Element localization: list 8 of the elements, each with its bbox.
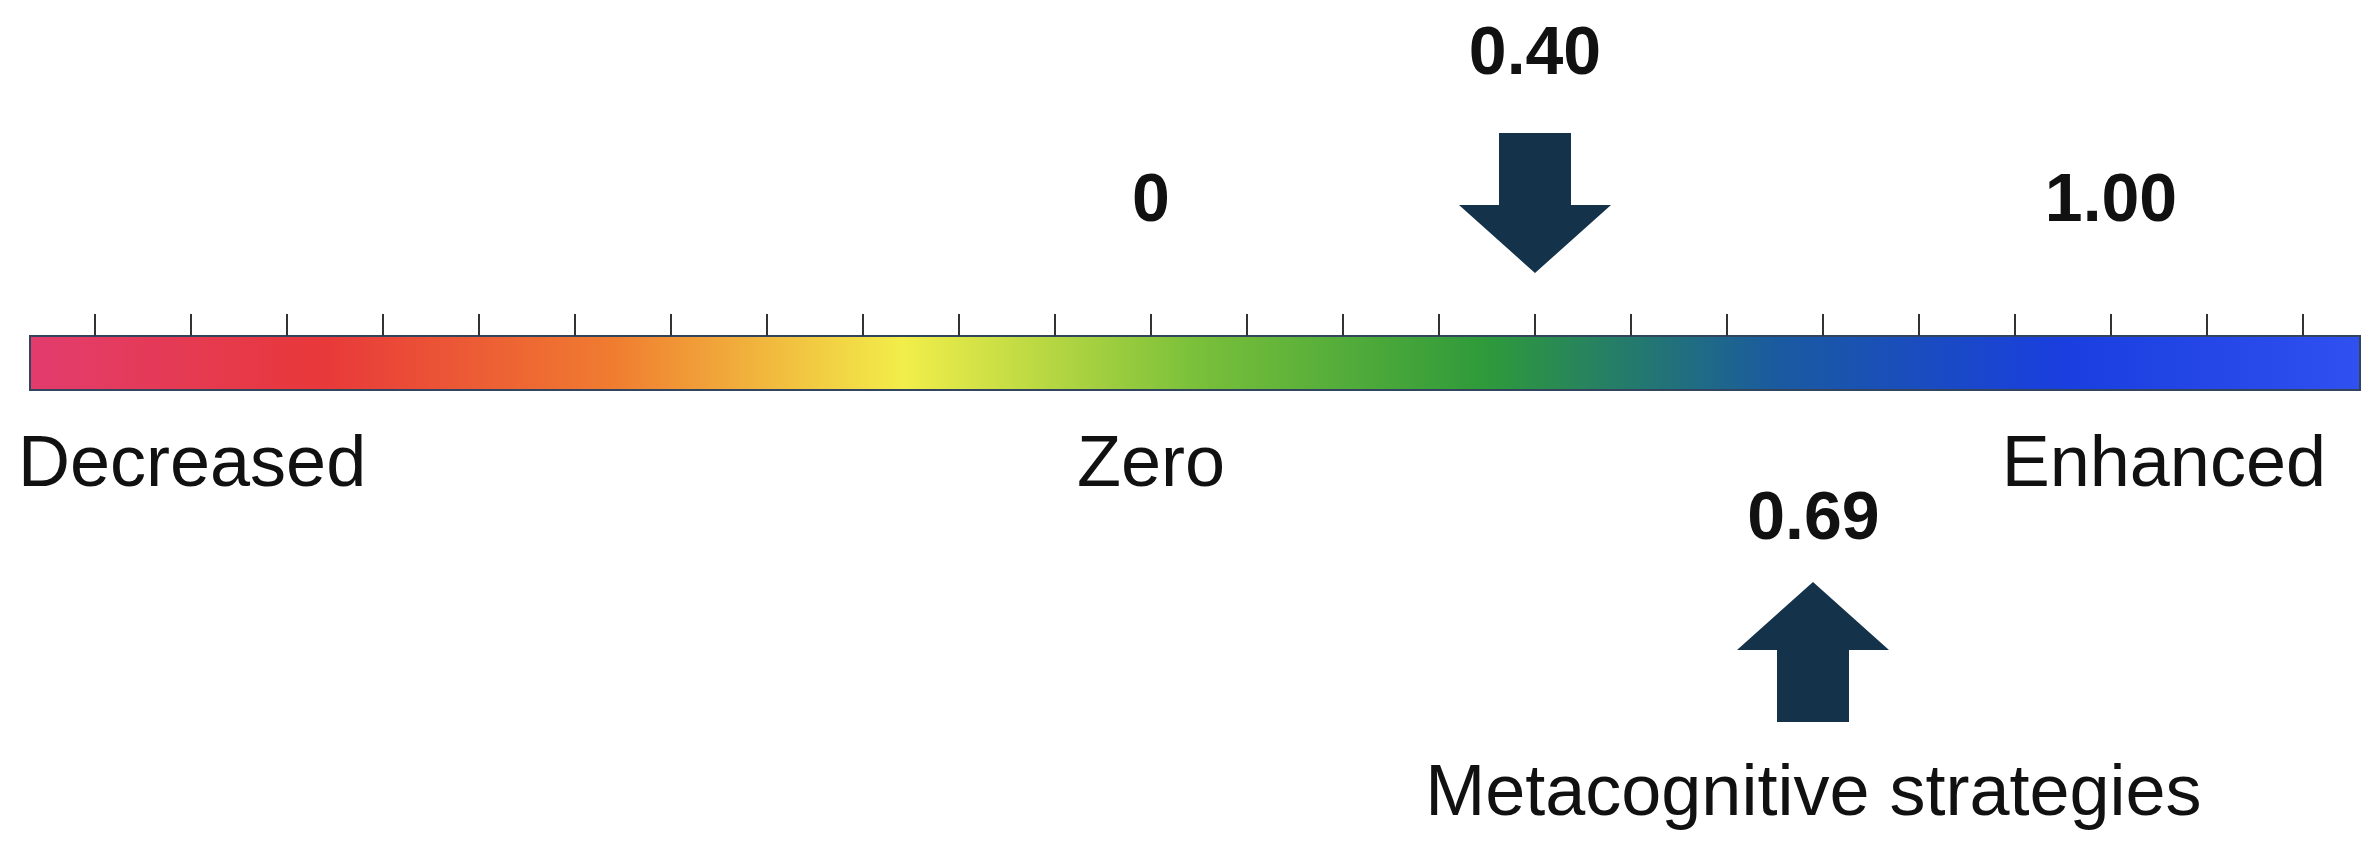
- category-label: Metacognitive strategies: [1425, 750, 2202, 830]
- text: Enhanced: [2001, 421, 2326, 501]
- text: Zero: [1076, 421, 1226, 501]
- text: 0: [1132, 159, 1170, 235]
- data-label: 0.40: [1468, 12, 1602, 88]
- text: Decreased: [18, 421, 367, 501]
- text: 1.00: [2044, 159, 2178, 235]
- data-label: 0.69: [1747, 477, 1880, 553]
